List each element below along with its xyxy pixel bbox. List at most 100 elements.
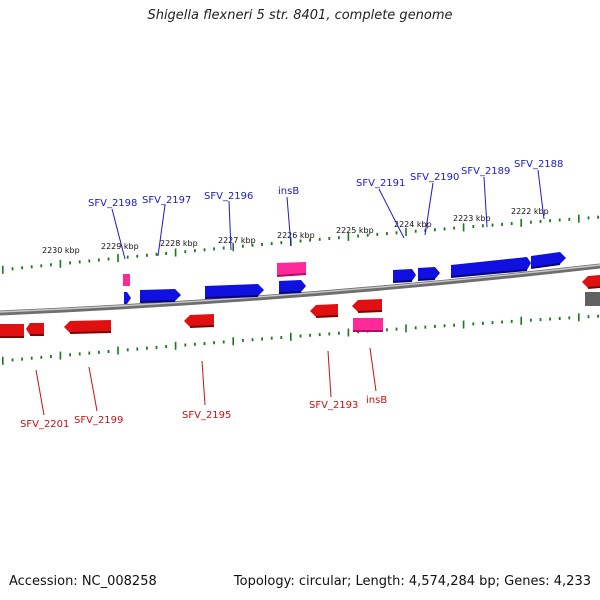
tick-track-lower [2,313,599,365]
gene-arrow[interactable] [451,257,531,277]
tick-mark [117,346,119,355]
tick-mark [261,243,263,246]
tick-mark [126,255,129,259]
gene-segment[interactable] [585,292,600,306]
gene-label[interactable]: SFV_2198 [88,198,137,209]
scale-label: 2230 kbp [42,246,80,255]
tick-mark [357,234,359,238]
gene-arrow[interactable] [352,299,382,312]
tick-mark [299,239,302,243]
tick-mark [88,259,91,263]
tick-mark [299,334,302,338]
tick-mark [222,246,225,250]
scale-label: 2222 kbp [511,207,549,216]
tick-mark [424,325,427,329]
gene-arrow[interactable] [124,292,131,304]
tick-mark [174,341,177,350]
tick-mark [98,258,100,262]
tick-mark [2,265,4,274]
tick-mark [194,249,196,253]
tick-mark [11,267,14,271]
gene-arrow[interactable] [26,323,44,335]
gene-arrow[interactable] [582,275,600,288]
tick-mark [50,355,52,358]
tick-mark [491,223,494,227]
gene-label[interactable]: insB [278,186,299,197]
insertion-element[interactable] [277,262,306,276]
tick-mark [69,353,71,357]
tick-mark [558,317,561,320]
tick-mark [232,243,234,252]
insertion-element[interactable] [353,318,383,331]
tick-mark [510,319,513,323]
gene-label[interactable]: SFV_2199 [74,415,123,426]
gene-arrow[interactable] [310,304,338,317]
tick-mark [434,324,436,328]
tick-mark [568,217,571,221]
gene-arrow[interactable] [279,280,306,293]
tick-mark [482,224,484,228]
tick-mark [280,241,283,245]
tick-mark [578,313,580,322]
forward-labels: SFV_2198 SFV_2197 SFV_2196 insB SFV_2191… [88,159,563,260]
tick-mark [40,355,43,359]
tick-mark [59,259,62,268]
gene-arrow[interactable] [418,267,440,280]
tick-mark [347,328,350,337]
reverse-labels: SFV_2201 SFV_2199 SFV_2195 SFV_2193 insB [20,347,387,430]
tick-mark [136,347,139,351]
gene-arrow[interactable] [64,320,111,333]
tick-mark [155,345,158,349]
gene-label[interactable]: SFV_2196 [204,191,253,202]
tick-mark [213,341,215,345]
gene-arrow[interactable] [184,314,214,327]
tick-mark [587,315,590,319]
tick-mark [2,356,4,365]
gene-label[interactable]: SFV_2190 [410,172,459,183]
tick-mark [309,238,311,242]
tick-mark [386,328,388,332]
tick-mark [597,314,599,318]
tick-mark [174,248,177,257]
tick-mark [558,218,561,222]
tick-mark [50,263,52,267]
gene-label[interactable]: SFV_2191 [356,178,405,189]
tick-mark [539,219,542,223]
tick-mark [568,316,571,320]
tick-mark [520,218,522,227]
tick-mark [520,316,522,325]
gene-label[interactable]: SFV_2195 [182,410,231,421]
tick-mark [472,225,475,229]
forward-genes [124,252,566,304]
tick-mark [251,243,254,247]
gene-arrow[interactable] [140,289,181,302]
scale-label: 2228 kbp [160,239,198,248]
gene-label[interactable]: SFV_2193 [309,400,358,411]
gene-label[interactable]: SFV_2188 [514,159,563,170]
gene-label[interactable]: SFV_2201 [20,419,69,430]
tick-mark [290,332,292,341]
gene-arrow[interactable] [393,269,416,282]
tick-mark [318,237,321,241]
tick-mark [261,337,263,341]
tick-mark [501,222,503,226]
tick-mark [232,337,234,346]
gene-label[interactable]: SFV_2189 [461,166,510,177]
tick-mark [155,252,158,256]
tick-mark [462,223,465,232]
insertion-element[interactable] [123,274,130,286]
tick-mark [453,226,455,230]
gene-label[interactable]: SFV_2197 [142,195,191,206]
tick-mark [69,261,71,265]
accession-label: Accession: NC_008258 [9,574,157,589]
tick-mark [59,351,62,360]
gene-label[interactable]: insB [366,395,387,406]
tick-mark [117,254,119,263]
tick-mark [136,254,139,258]
gene-arrow[interactable] [205,284,264,298]
scale-label: 2223 kbp [453,214,491,223]
tick-mark [146,253,148,257]
tick-mark [395,327,398,331]
tick-mark [21,266,23,270]
gene-arrow[interactable] [0,324,24,337]
